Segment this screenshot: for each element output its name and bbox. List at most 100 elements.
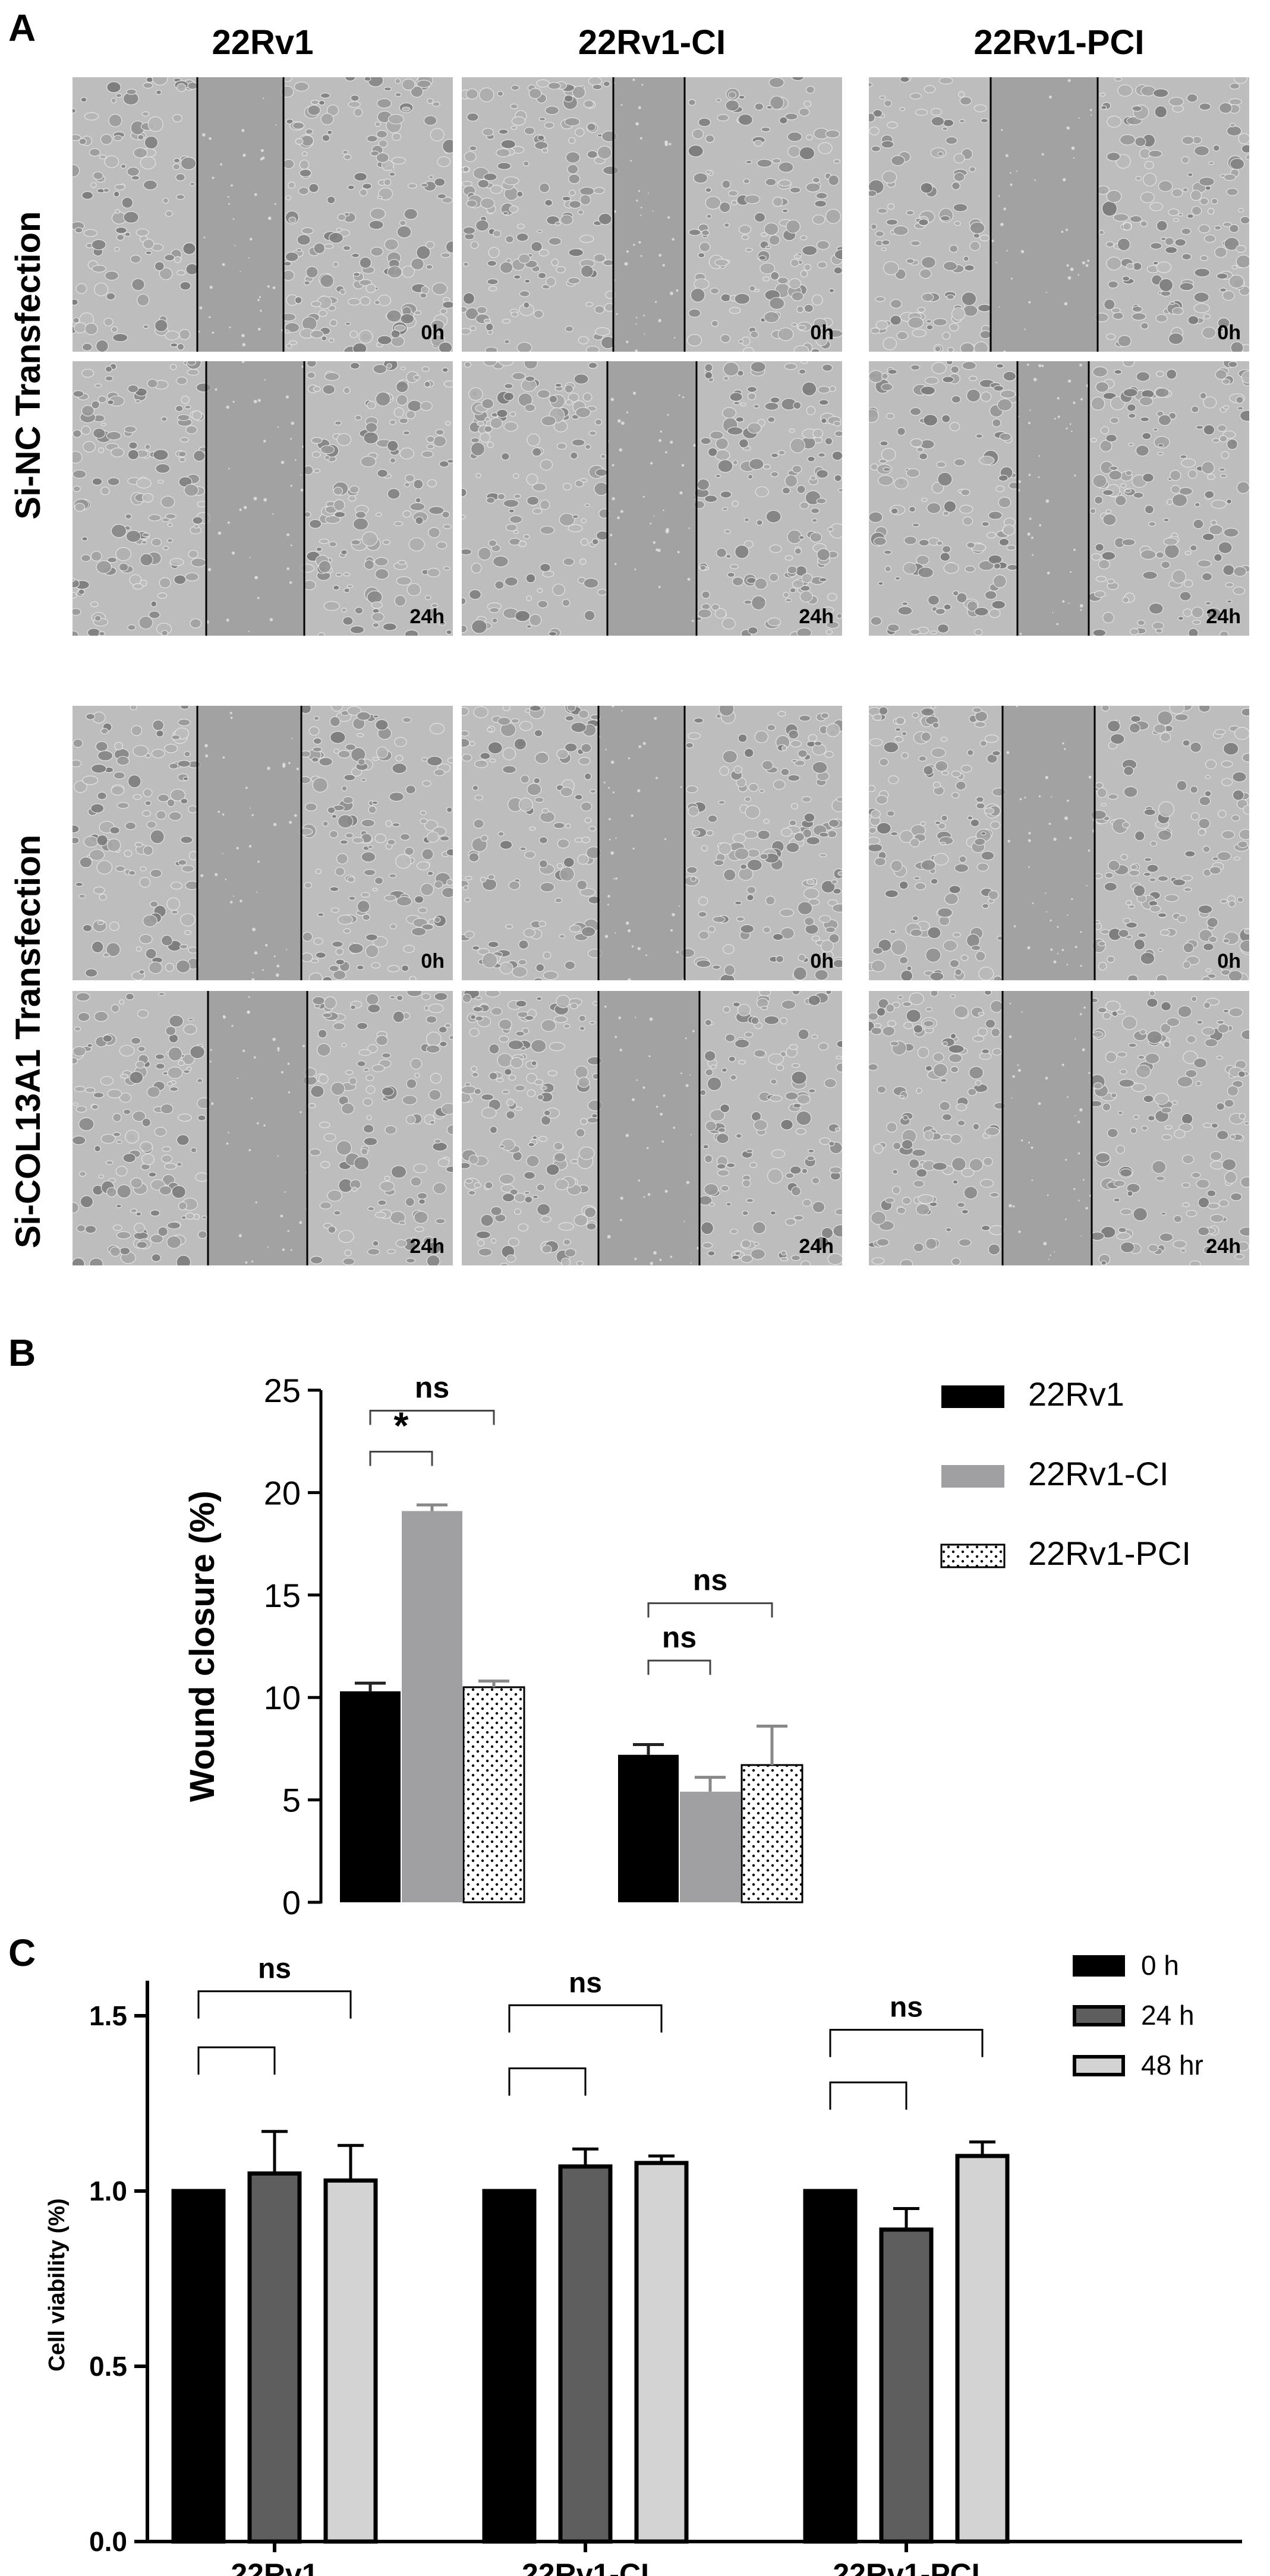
- legend-label: 24 h: [1141, 2000, 1195, 2031]
- bar: [955, 2154, 1010, 2544]
- time-label: 24h: [1206, 1235, 1241, 1258]
- legend-swatch: [1073, 2055, 1125, 2076]
- significance-label: ns: [258, 1953, 291, 1985]
- legend-label: 22Rv1-PCI: [1028, 1535, 1191, 1572]
- significance-label: ns: [662, 1621, 697, 1654]
- legend-swatch: [941, 1465, 1004, 1488]
- legend-label: 48 hr: [1141, 2050, 1203, 2081]
- micrograph-image: [869, 77, 1249, 352]
- bar: [340, 1691, 401, 1902]
- micrograph: 24h: [73, 991, 453, 1265]
- y-tick-label: 25: [264, 1372, 301, 1409]
- row-title-si-nc: Si-NC Transfection: [9, 211, 48, 520]
- x-tick-label: 22Rv1: [231, 2558, 318, 2576]
- micrograph: 0h: [73, 706, 453, 980]
- micrograph: 24h: [869, 361, 1249, 636]
- significance-label: ns: [569, 1967, 602, 1999]
- bar: [462, 1686, 525, 1903]
- bar: [634, 2161, 689, 2544]
- bar: [402, 1511, 462, 1902]
- time-label: 0h: [421, 321, 445, 344]
- significance-bracket: [508, 2004, 663, 2033]
- bar: [323, 2178, 378, 2544]
- micrograph-image: [73, 361, 453, 636]
- micrograph-image: [73, 991, 453, 1265]
- micrograph: 24h: [869, 991, 1249, 1265]
- legend-swatch: [941, 1385, 1004, 1408]
- time-label: 0h: [810, 950, 834, 973]
- legend-label: 22Rv1: [1028, 1375, 1124, 1413]
- legend-label: 0 h: [1141, 1950, 1179, 1981]
- micrograph-image: [869, 991, 1249, 1265]
- y-tick-label: 0.5: [89, 2351, 127, 2382]
- time-label: 0h: [421, 950, 445, 973]
- bar: [618, 1754, 679, 1902]
- micrograph: 24h: [462, 991, 842, 1265]
- y-axis-label: Cell viability (%): [45, 2198, 70, 2371]
- y-tick-label: 0: [282, 1884, 301, 1921]
- time-label: 24h: [1206, 605, 1241, 628]
- bar: [482, 2189, 537, 2544]
- time-label: 0h: [810, 321, 834, 344]
- significance-bracket: [508, 2067, 587, 2096]
- y-tick-label: 1.5: [89, 2000, 127, 2031]
- x-tick-label: 22Rv1-CI: [522, 2558, 649, 2576]
- significance-bracket: [369, 1409, 495, 1425]
- time-label: 24h: [409, 605, 445, 628]
- panel-a-letter: A: [8, 7, 36, 49]
- bar: [680, 1791, 740, 1902]
- y-tick-label: 0.0: [89, 2526, 127, 2557]
- significance-bracket: [197, 2046, 276, 2075]
- bar: [171, 2189, 226, 2544]
- time-label: 24h: [799, 605, 834, 628]
- panel-c-letter: C: [8, 1931, 36, 1974]
- significance-bracket: [829, 2029, 984, 2057]
- column-title-22rv1-pci: 22Rv1-PCI: [973, 23, 1145, 62]
- significance-bracket: [197, 1990, 352, 2019]
- micrograph-image: [462, 77, 842, 352]
- bar: [247, 2171, 302, 2544]
- micrograph-image: [869, 361, 1249, 636]
- y-tick-label: 20: [264, 1474, 301, 1511]
- significance-bracket: [369, 1450, 433, 1466]
- micrograph: 0h: [73, 77, 453, 352]
- micrograph-image: [869, 706, 1249, 980]
- micrograph: 24h: [462, 361, 842, 636]
- micrograph: 0h: [869, 77, 1249, 352]
- y-tick-label: 10: [264, 1679, 301, 1716]
- y-tick-label: 5: [282, 1782, 301, 1819]
- micrograph-image: [462, 706, 842, 980]
- bar: [879, 2227, 934, 2544]
- micrograph: 0h: [869, 706, 1249, 980]
- micrograph-image: [462, 361, 842, 636]
- cell-viability-chart: 0.0 0.5 1.0 1.5 Cell viability (%) 22Rv1 22Rv1…: [45, 1950, 1242, 2576]
- bar: [740, 1764, 803, 1903]
- micrograph: 24h: [73, 361, 453, 636]
- time-label: 24h: [799, 1235, 834, 1258]
- time-label: 0h: [1217, 321, 1241, 344]
- x-tick-label: 22Rv1-PCI: [833, 2558, 979, 2576]
- micrograph: 0h: [462, 706, 842, 980]
- significance-label: ns: [890, 1992, 923, 2023]
- micrograph-image: [462, 991, 842, 1265]
- column-title-22rv1: 22Rv1: [212, 23, 314, 62]
- row-title-si-col13a1: Si-COL13A1 Transfection: [9, 834, 48, 1249]
- legend-swatch: [1073, 2005, 1125, 2026]
- significance-bracket: [647, 1659, 711, 1675]
- bar: [803, 2189, 858, 2544]
- time-label: 0h: [1217, 950, 1241, 973]
- micrograph-image: [73, 706, 453, 980]
- column-title-22rv1-ci: 22Rv1-CI: [578, 23, 726, 62]
- significance-bracket: [647, 1602, 773, 1618]
- significance-label: ns: [415, 1371, 449, 1404]
- time-label: 24h: [409, 1235, 445, 1258]
- legend-swatch: [1073, 1955, 1125, 1977]
- significance-bracket: [829, 2081, 907, 2110]
- panel-b-letter: B: [8, 1331, 36, 1374]
- bar: [558, 2164, 613, 2544]
- y-tick-label: 1.0: [89, 2176, 127, 2206]
- micrograph: 0h: [462, 77, 842, 352]
- legend-swatch: [940, 1543, 1006, 1568]
- significance-label: ns: [693, 1564, 727, 1597]
